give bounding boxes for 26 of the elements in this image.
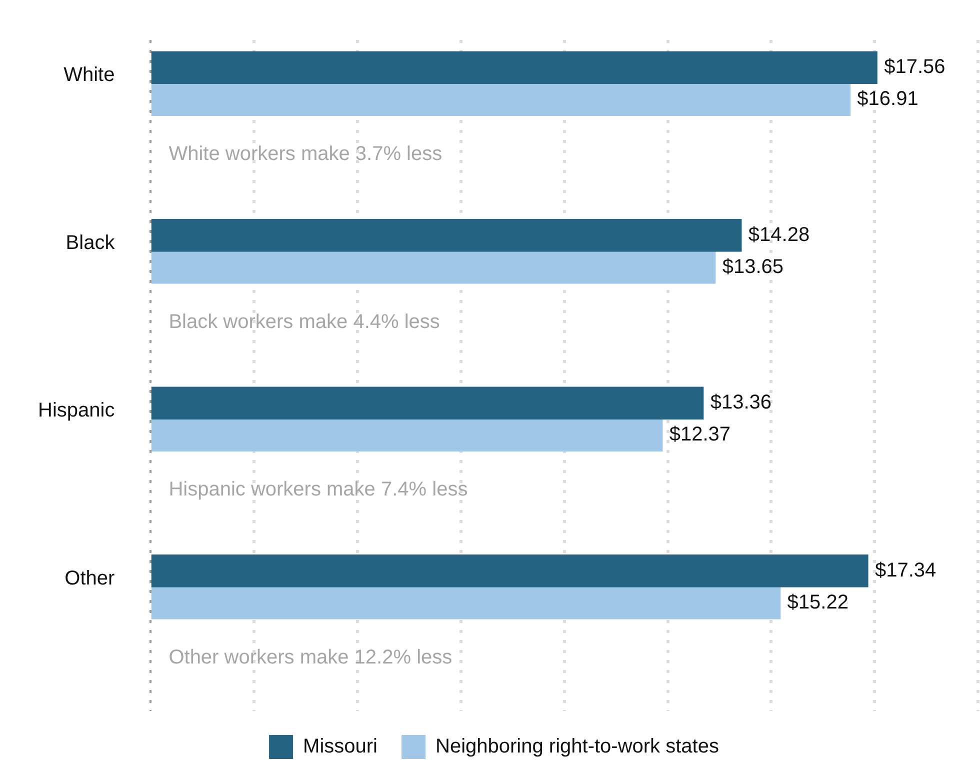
data-label: $14.28 <box>748 224 810 246</box>
annotation: Black workers make 4.4% less <box>168 310 440 333</box>
data-label: $12.37 <box>669 424 731 446</box>
data-label: $16.91 <box>857 88 918 110</box>
bar <box>151 554 868 588</box>
bar <box>151 386 704 420</box>
y-tick-label: Other <box>64 567 116 590</box>
bar <box>151 219 742 252</box>
bar <box>151 251 716 284</box>
legend-label: Neighboring right-to-work states <box>436 736 719 758</box>
legend-label: Missouri <box>303 736 378 758</box>
data-label: $17.56 <box>884 56 946 78</box>
annotation: Other workers make 12.2% less <box>168 646 452 668</box>
bar <box>151 586 781 620</box>
annotation: Hispanic workers make 7.4% less <box>168 478 468 501</box>
y-tick-label: Hispanic <box>38 400 115 422</box>
data-label: $15.22 <box>787 591 848 614</box>
data-label: $13.36 <box>710 392 772 414</box>
bar <box>151 51 878 84</box>
bar <box>151 418 663 452</box>
y-tick-label: Black <box>66 232 116 254</box>
bar <box>151 83 851 116</box>
data-label: $13.65 <box>722 256 784 278</box>
data-label: $17.34 <box>874 559 936 582</box>
annotation: White workers make 3.7% less <box>168 143 442 166</box>
y-tick-label: White <box>64 64 115 86</box>
